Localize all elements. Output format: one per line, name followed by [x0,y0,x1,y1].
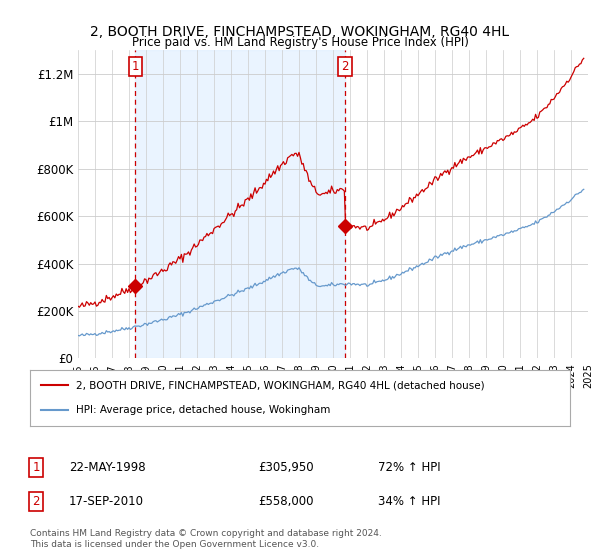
Text: 1: 1 [32,461,40,474]
Text: £305,950: £305,950 [258,461,314,474]
Text: Contains HM Land Registry data © Crown copyright and database right 2024.
This d: Contains HM Land Registry data © Crown c… [30,529,382,549]
Text: HPI: Average price, detached house, Wokingham: HPI: Average price, detached house, Woki… [76,405,330,415]
Bar [136,50,345,358]
Text: Price paid vs. HM Land Registry's House Price Index (HPI): Price paid vs. HM Land Registry's House … [131,36,469,49]
Text: 72% ↑ HPI: 72% ↑ HPI [378,461,440,474]
Text: 34% ↑ HPI: 34% ↑ HPI [378,494,440,508]
Text: £558,000: £558,000 [258,494,314,508]
Text: 2: 2 [32,494,40,508]
Text: 17-SEP-2010: 17-SEP-2010 [69,494,144,508]
Text: 22-MAY-1998: 22-MAY-1998 [69,461,146,474]
Text: 1: 1 [132,60,139,73]
Text: 2, BOOTH DRIVE, FINCHAMPSTEAD, WOKINGHAM, RG40 4HL: 2, BOOTH DRIVE, FINCHAMPSTEAD, WOKINGHAM… [91,25,509,39]
Text: 2, BOOTH DRIVE, FINCHAMPSTEAD, WOKINGHAM, RG40 4HL (detached house): 2, BOOTH DRIVE, FINCHAMPSTEAD, WOKINGHAM… [76,380,485,390]
Text: 2: 2 [341,60,349,73]
